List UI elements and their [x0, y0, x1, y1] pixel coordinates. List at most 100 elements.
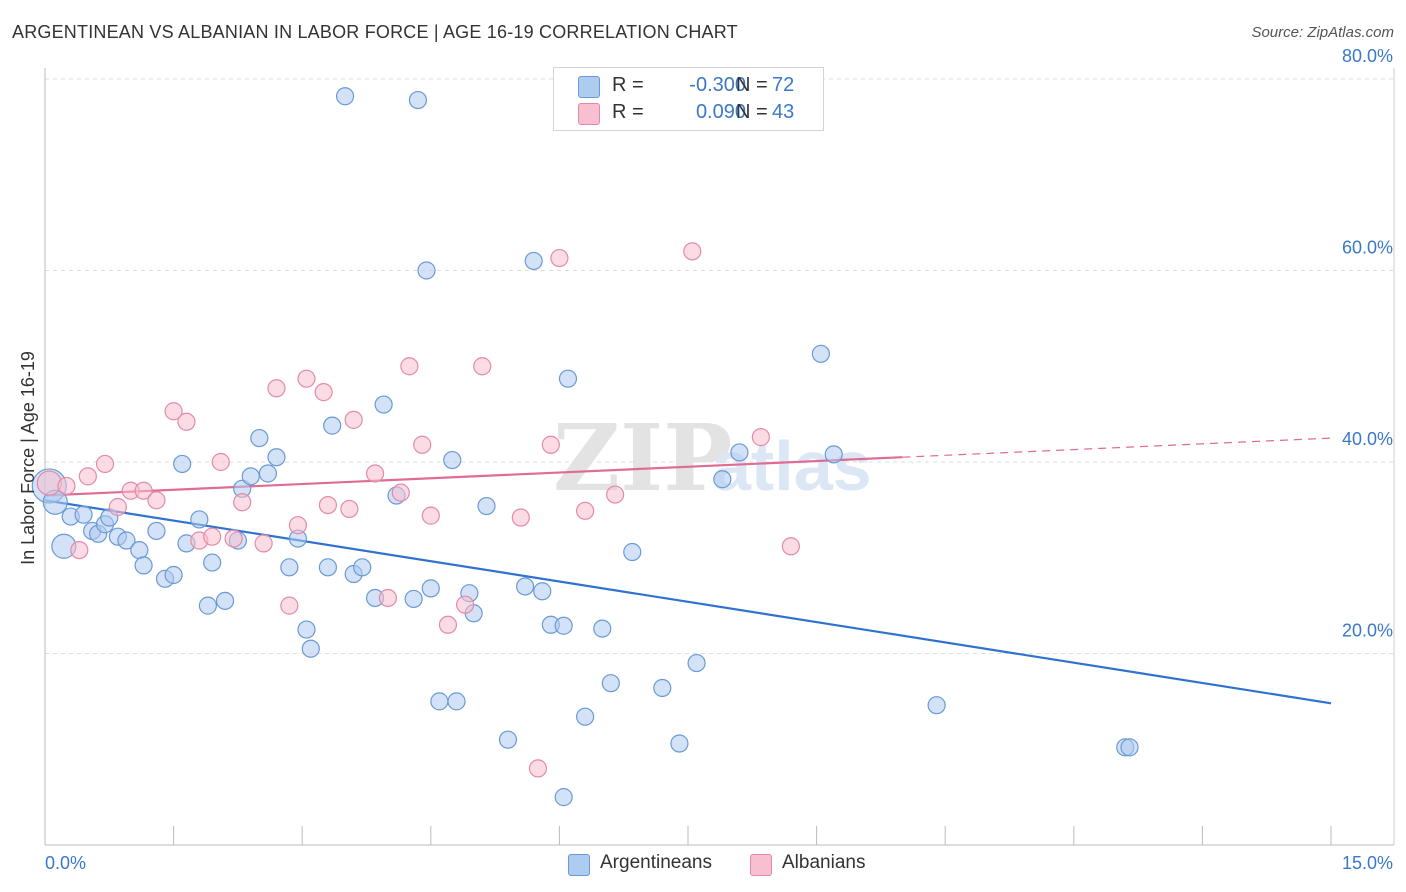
- point-albanians: [528, 759, 548, 778]
- point-argentineans: [670, 734, 689, 753]
- point-albanians: [288, 516, 308, 535]
- legend-swatch-blue: [578, 76, 600, 98]
- point-albanians: [340, 499, 359, 519]
- point-argentineans: [516, 577, 535, 596]
- point-albanians: [606, 485, 625, 504]
- point-albanians: [147, 491, 166, 510]
- point-albanians: [344, 410, 363, 429]
- point-albanians: [473, 357, 492, 376]
- point-albanians: [57, 476, 76, 496]
- y-tick-label: 20.0%: [1342, 621, 1393, 641]
- y-tick-label: 60.0%: [1342, 238, 1393, 258]
- point-argentineans: [554, 788, 573, 807]
- legend-r-value: -0.300: [689, 74, 746, 96]
- chart-title: ARGENTINEAN VS ALBANIAN IN LABOR FORCE |…: [12, 22, 738, 42]
- bottom-legend-swatch-blue: [568, 854, 590, 876]
- point-argentineans: [730, 443, 749, 462]
- point-argentineans: [593, 619, 612, 638]
- y-axis-title: In Labor Force | Age 16-19: [18, 351, 38, 565]
- watermark-zip: ZIP: [553, 404, 732, 512]
- point-albanians: [781, 537, 800, 556]
- point-argentineans: [653, 678, 672, 698]
- point-argentineans: [203, 553, 222, 572]
- point-argentineans: [164, 565, 183, 585]
- point-argentineans: [554, 616, 573, 635]
- legend-r-label: R =: [612, 74, 644, 96]
- point-argentineans: [134, 556, 153, 575]
- legend-r-value: 0.090: [695, 101, 746, 123]
- bottom-legend-label: Albanians: [782, 852, 866, 873]
- point-argentineans: [524, 251, 543, 271]
- point-argentineans: [215, 591, 235, 610]
- point-albanians: [314, 383, 333, 402]
- point-argentineans: [301, 639, 320, 658]
- point-argentineans: [250, 428, 269, 448]
- point-argentineans: [713, 470, 732, 489]
- point-albanians: [550, 248, 569, 268]
- legend-n-value: 43: [772, 101, 795, 123]
- point-argentineans: [558, 369, 578, 388]
- x-tick-label-max: 15.0%: [1342, 853, 1393, 873]
- point-argentineans: [147, 521, 166, 541]
- data-points: [31, 87, 1139, 807]
- point-albanians: [177, 412, 196, 431]
- legend-swatch-pink: [578, 103, 600, 125]
- point-argentineans: [323, 416, 342, 435]
- point-argentineans: [447, 692, 466, 711]
- point-albanians: [224, 529, 243, 548]
- point-albanians: [421, 506, 440, 525]
- point-argentineans: [404, 589, 423, 609]
- point-argentineans: [353, 558, 372, 577]
- legend-r-label: R =: [612, 101, 644, 123]
- point-argentineans: [408, 90, 428, 110]
- point-argentineans: [267, 448, 286, 467]
- point-albanians: [203, 527, 222, 546]
- trend-line-argentineans: [44, 499, 1332, 705]
- point-albanians: [233, 493, 252, 512]
- point-argentineans: [430, 692, 449, 711]
- y-tick-label: 40.0%: [1342, 429, 1393, 449]
- x-tick-label-min: 0.0%: [45, 853, 86, 873]
- point-argentineans: [297, 620, 316, 639]
- point-albanians: [455, 595, 475, 614]
- point-argentineans: [498, 730, 518, 749]
- point-albanians: [36, 470, 62, 496]
- trend-line-albanians: [44, 456, 903, 497]
- point-argentineans: [280, 558, 299, 577]
- point-albanians: [576, 501, 595, 520]
- point-albanians: [134, 481, 153, 500]
- point-albanians: [511, 508, 530, 527]
- point-albanians: [365, 464, 385, 483]
- bottom-legend-label: Argentineans: [600, 852, 712, 873]
- point-albanians: [683, 242, 702, 261]
- point-argentineans: [117, 531, 136, 550]
- point-argentineans: [421, 579, 440, 598]
- point-argentineans: [443, 450, 462, 470]
- point-albanians: [751, 428, 770, 447]
- point-argentineans: [258, 464, 278, 483]
- point-argentineans: [576, 707, 595, 726]
- point-albanians: [280, 596, 299, 615]
- point-albanians: [164, 402, 183, 421]
- point-argentineans: [533, 582, 552, 601]
- point-argentineans: [927, 696, 946, 715]
- point-argentineans: [601, 674, 620, 693]
- point-argentineans: [687, 653, 706, 673]
- point-albanians: [378, 588, 398, 608]
- point-albanians: [254, 534, 273, 553]
- point-argentineans: [198, 596, 217, 615]
- point-argentineans: [374, 395, 393, 414]
- point-albanians: [95, 454, 115, 474]
- point-albanians: [438, 615, 458, 634]
- y-tick-label: 80.0%: [1342, 46, 1393, 66]
- point-argentineans: [824, 445, 843, 464]
- axis-labels: 20.0% 40.0% 60.0% 80.0% 0.0% 15.0% In Labor Fo…: [18, 46, 1393, 873]
- point-argentineans: [477, 496, 496, 516]
- point-argentineans: [130, 540, 149, 560]
- point-albanians: [78, 467, 97, 486]
- grid-lines: [45, 78, 1394, 654]
- trend-lines: [44, 437, 1332, 705]
- legend-n-label: N =: [736, 101, 768, 123]
